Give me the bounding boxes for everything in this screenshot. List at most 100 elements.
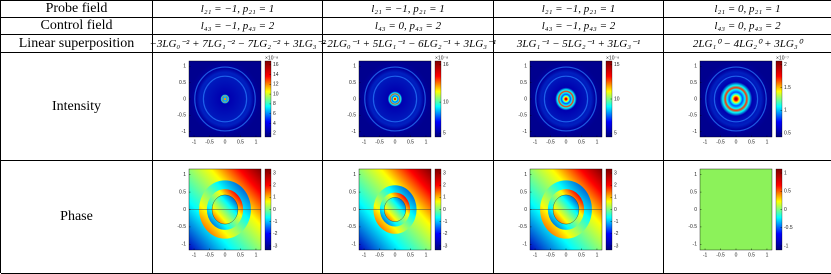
x-tick-label: 1 bbox=[255, 252, 258, 258]
y-tick-label: 1 bbox=[524, 172, 527, 178]
plot: ×10⁻⁸ -1 -0.5 0 0.5 1 1 0.5 0 -0.5 -1 16 10 5 bbox=[347, 55, 449, 145]
colorbar-tick-label: 14 bbox=[273, 72, 279, 78]
y-tick-label: -1 bbox=[523, 129, 528, 135]
colorbar-tick-label: 12 bbox=[273, 82, 279, 88]
field-cell: l₄₃ = 0, p₄₃ = 2 bbox=[323, 18, 494, 35]
ring bbox=[372, 75, 418, 123]
colorbar-tick-label: -1 bbox=[784, 243, 789, 249]
x-tick-label: 0 bbox=[394, 252, 397, 258]
x-tick-label: -0.5 bbox=[716, 139, 725, 145]
colorbar-tick-label: 1 bbox=[784, 108, 787, 114]
colorbar-tick-label: -2 bbox=[443, 231, 448, 237]
plot: ×10⁻⁸ -1 -0.5 0 0.5 1 1 0.5 0 -0.5 -1 16 14 12 10 8 6 4 2 bbox=[177, 55, 279, 145]
plot: ×10⁻⁹ -1 -0.5 0 0.5 1 1 0.5 0 -0.5 -1 15 10 5 bbox=[518, 55, 619, 145]
colorbar-tick-label: 1 bbox=[273, 195, 276, 201]
colorbar-tick-label: 2 bbox=[614, 183, 617, 189]
y-tick-label: -0.5 bbox=[177, 224, 186, 230]
y-tick-label: 0.5 bbox=[690, 189, 697, 195]
field-cell: −3LG₀⁻² + 7LG₁⁻² − 7LG₂⁻² + 3LG₃⁻² bbox=[149, 35, 326, 53]
y-tick-label: -0.5 bbox=[177, 113, 186, 119]
intensity-map bbox=[359, 61, 431, 137]
field-cell: l₄₃ = −1, p₄₃ = 2 bbox=[494, 18, 664, 35]
y-tick-label: 1 bbox=[694, 172, 697, 178]
y-tick-label: -1 bbox=[352, 129, 357, 135]
x-tick-label: 0 bbox=[224, 139, 227, 145]
row-label: Probe field bbox=[1, 1, 153, 18]
y-tick-label: 0.5 bbox=[179, 80, 186, 86]
plot: -1 -0.5 0 0.5 1 1 0.5 0 -0.5 -1 1 0.5 0 -0.5 -1 bbox=[688, 168, 793, 258]
x-tick-label: 0.5 bbox=[237, 252, 244, 258]
y-tick-label: -1 bbox=[523, 242, 528, 248]
colorbar-tick-label: -3 bbox=[273, 243, 278, 249]
x-tick-label: -0.5 bbox=[546, 252, 555, 258]
y-tick-label: 0.5 bbox=[349, 189, 356, 195]
x-tick-label: 0.5 bbox=[748, 139, 755, 145]
y-tick-label: 0 bbox=[183, 207, 186, 213]
x-tick-label: -0.5 bbox=[205, 139, 214, 145]
colorbar-exponent: ×10⁻⁸ bbox=[265, 55, 278, 61]
colorbar-tick-label: 16 bbox=[273, 62, 279, 68]
colorbar-tick-label: 0.5 bbox=[784, 131, 791, 137]
colorbar-tick-label: 1 bbox=[614, 195, 617, 201]
colorbar-tick-label: 5 bbox=[614, 131, 617, 137]
ring bbox=[705, 66, 767, 132]
phase-map bbox=[700, 169, 772, 250]
x-tick-label: -0.5 bbox=[205, 252, 214, 258]
colorbar-tick-label: -3 bbox=[443, 243, 448, 249]
x-tick-label: -1 bbox=[192, 252, 197, 258]
colorbar-tick-label: -1 bbox=[273, 219, 278, 225]
colorbar-tick-label: 2 bbox=[784, 62, 787, 68]
colorbar-tick-label: -2 bbox=[273, 231, 278, 237]
colorbar-tick-label: 3 bbox=[614, 170, 617, 176]
x-tick-label: -0.5 bbox=[546, 139, 555, 145]
plot-cell: ×10⁻⁷ -1 -0.5 0 0.5 1 1 0.5 0 -0.5 -1 2 1.5 1 0.5 bbox=[664, 53, 831, 161]
ring bbox=[194, 66, 256, 132]
colorbar-tick-label: 3 bbox=[443, 170, 446, 176]
x-tick-label: -1 bbox=[192, 139, 197, 145]
y-tick-label: 1 bbox=[524, 64, 527, 70]
x-tick-label: -0.5 bbox=[375, 252, 384, 258]
x-tick-label: 0 bbox=[394, 139, 397, 145]
y-tick-label: 0.5 bbox=[520, 189, 527, 195]
plot-cell: -1 -0.5 0 0.5 1 1 0.5 0 -0.5 -1 3 2 1 0 -1 -2 -3 bbox=[494, 161, 664, 274]
colorbar-tick-label: 1 bbox=[784, 170, 787, 176]
x-tick-label: 0 bbox=[565, 139, 568, 145]
plot-cell: ×10⁻⁸ -1 -0.5 0 0.5 1 1 0.5 0 -0.5 -1 16 14 12 10 8 6 4 2 bbox=[153, 53, 323, 161]
y-tick-label: 1 bbox=[353, 64, 356, 70]
y-tick-label: -1 bbox=[693, 129, 698, 135]
plot-cell: ×10⁻⁹ -1 -0.5 0 0.5 1 1 0.5 0 -0.5 -1 15 10 5 bbox=[494, 53, 664, 161]
colorbar-tick-label: 8 bbox=[273, 101, 276, 107]
colorbar-exponent: ×10⁻⁸ bbox=[435, 55, 448, 61]
plot: -1 -0.5 0 0.5 1 1 0.5 0 -0.5 -1 3 2 1 0 -1 -2 -3 bbox=[177, 168, 278, 258]
y-tick-label: 1 bbox=[183, 64, 186, 70]
ring bbox=[202, 75, 248, 123]
ring bbox=[713, 75, 759, 123]
y-tick-label: 0.5 bbox=[690, 80, 697, 86]
field-cell: 2LG₁⁰ − 4LG₂⁰ + 3LG₃⁰ bbox=[664, 35, 831, 53]
x-tick-label: 0.5 bbox=[748, 252, 755, 258]
y-tick-label: -0.5 bbox=[518, 113, 527, 119]
x-tick-label: -1 bbox=[362, 139, 367, 145]
x-tick-label: -1 bbox=[533, 139, 538, 145]
x-tick-label: 0.5 bbox=[578, 139, 585, 145]
colorbar-tick-label: 0 bbox=[273, 207, 276, 213]
x-tick-label: 1 bbox=[766, 252, 769, 258]
colorbar-tick-label: 0 bbox=[784, 207, 787, 213]
x-tick-label: 0.5 bbox=[237, 139, 244, 145]
colorbar-tick-label: -0.5 bbox=[784, 225, 793, 231]
colorbar-tick-label: -1 bbox=[443, 219, 448, 225]
y-tick-label: -1 bbox=[693, 242, 698, 248]
field-cell: l₄₃ = 0, p₄₃ = 2 bbox=[664, 18, 831, 35]
y-tick-label: -1 bbox=[182, 129, 187, 135]
plot-cell: -1 -0.5 0 0.5 1 1 0.5 0 -0.5 -1 1 0.5 0 -0.5 -1 bbox=[664, 161, 831, 274]
plot-cell: -1 -0.5 0 0.5 1 1 0.5 0 -0.5 -1 3 2 1 0 -1 -2 -3 bbox=[323, 161, 494, 274]
x-tick-label: 0 bbox=[224, 252, 227, 258]
y-tick-label: -1 bbox=[352, 242, 357, 248]
y-tick-label: 1 bbox=[694, 64, 697, 70]
x-tick-label: 0 bbox=[735, 252, 738, 258]
colorbar-tick-label: 10 bbox=[443, 99, 449, 105]
x-tick-label: 1 bbox=[766, 139, 769, 145]
intensity-map bbox=[189, 61, 261, 137]
ring bbox=[535, 66, 597, 132]
row-label: Control field bbox=[1, 18, 153, 35]
